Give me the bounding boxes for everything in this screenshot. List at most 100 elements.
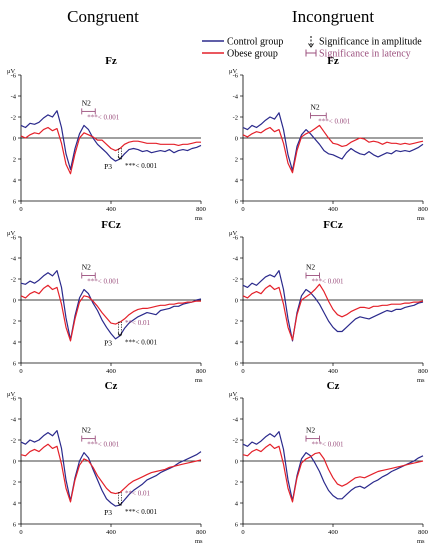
p3-label: P3 <box>328 0 336 2</box>
y-tick-label: 2 <box>13 479 16 486</box>
x-tick-label: 400 <box>106 368 116 375</box>
series-line-control <box>20 110 202 171</box>
x-tick-label: 0 <box>19 206 22 213</box>
latency-significance: ***< 0.001 <box>318 118 350 126</box>
legend-control-label: Control group <box>227 37 283 48</box>
electrode-label: FCz <box>323 219 343 231</box>
y-unit-label: μV <box>229 68 237 75</box>
legend-amplitude-label: Significance in amplitude <box>319 37 422 48</box>
electrode-label: Fz <box>327 55 339 67</box>
y-tick-label: 4 <box>13 339 17 346</box>
n2-label: N2 <box>306 263 315 272</box>
n2-label: N2 <box>311 103 320 112</box>
latency-marker <box>81 435 96 442</box>
x-unit-label: ms <box>417 215 425 222</box>
latency-marker <box>81 272 96 279</box>
x-tick-label: 800 <box>196 206 206 213</box>
amplitude-arrow-icon <box>117 332 123 337</box>
latency-significance: ***< 0.001 <box>87 441 119 449</box>
y-tick-label: 2 <box>235 479 238 486</box>
y-tick-label: -6 <box>233 72 239 79</box>
x-unit-label: ms <box>417 538 425 545</box>
y-tick-label: -2 <box>233 276 238 283</box>
y-tick-label: -6 <box>11 72 17 79</box>
y-tick-label: -6 <box>233 234 239 241</box>
x-tick-label: 800 <box>418 368 428 375</box>
y-tick-label: -6 <box>233 395 239 402</box>
x-unit-label: ms <box>417 377 425 384</box>
amplitude-significance: ***< 0.001 <box>349 0 381 2</box>
electrode-label: Fz <box>105 55 117 67</box>
y-tick-label: 0 <box>235 458 238 465</box>
x-tick-label: 800 <box>418 206 428 213</box>
amplitude-arrow-icon <box>117 501 123 506</box>
amplitude-significance: ***< 0.001 <box>349 0 381 2</box>
x-tick-label: 800 <box>196 368 206 375</box>
x-tick-label: 800 <box>196 529 206 536</box>
series-line-obese <box>242 124 424 174</box>
x-unit-label: ms <box>195 215 203 222</box>
y-tick-label: 2 <box>235 156 238 163</box>
p3-label: P3 <box>328 0 336 2</box>
amplitude-significance: ***< 0.001 <box>125 508 157 516</box>
y-tick-label: 0 <box>13 297 16 304</box>
y-tick-label: -2 <box>11 276 16 283</box>
n2-label: N2 <box>306 426 315 435</box>
column-heading-congruent: Congruent <box>67 7 139 26</box>
y-tick-label: -4 <box>233 255 239 262</box>
latency-marker <box>305 272 320 279</box>
y-tick-label: 4 <box>13 177 17 184</box>
series-line-control <box>242 431 424 502</box>
x-tick-label: 400 <box>328 529 338 536</box>
legend-latency-label: Significance in latency <box>319 49 411 60</box>
amplitude-significance: **< 0.01 <box>125 490 150 498</box>
y-tick-label: -6 <box>11 395 17 402</box>
column-heading-incongruent: Incongruent <box>292 7 374 26</box>
y-unit-label: μV <box>7 230 15 237</box>
y-tick-label: -2 <box>11 437 16 444</box>
electrode-label: FCz <box>101 219 121 231</box>
latency-significance: ***< 0.001 <box>87 113 119 121</box>
electrode-label: Cz <box>105 380 118 392</box>
y-tick-label: -4 <box>11 416 17 423</box>
y-unit-label: μV <box>229 230 237 237</box>
amplitude-arrow-icon <box>308 43 314 48</box>
series-line-control <box>20 430 202 507</box>
series-line-obese <box>20 284 201 342</box>
y-tick-label: 4 <box>13 500 17 507</box>
x-tick-label: 400 <box>106 206 116 213</box>
electrode-label: Cz <box>327 380 340 392</box>
y-tick-label: 4 <box>235 339 239 346</box>
amplitude-significance: ***< 0.001 <box>125 339 157 347</box>
y-tick-label: 2 <box>235 318 238 325</box>
x-tick-label: 400 <box>106 529 116 536</box>
x-tick-label: 0 <box>241 529 244 536</box>
y-tick-label: 6 <box>235 521 239 528</box>
series-line-control <box>242 112 424 172</box>
amplitude-marker <box>117 148 123 160</box>
y-tick-label: -4 <box>233 416 239 423</box>
y-tick-label: 4 <box>235 500 239 507</box>
series-line-obese <box>20 126 201 175</box>
y-tick-label: 0 <box>235 297 238 304</box>
x-unit-label: ms <box>195 377 203 384</box>
y-tick-label: 4 <box>235 177 239 184</box>
y-tick-label: -4 <box>11 93 17 100</box>
y-tick-label: 6 <box>235 198 239 205</box>
x-tick-label: 400 <box>328 368 338 375</box>
y-tick-label: 6 <box>13 198 17 205</box>
y-tick-label: 6 <box>13 521 17 528</box>
y-tick-label: 0 <box>235 135 238 142</box>
series-line-obese <box>20 443 202 503</box>
y-tick-label: 6 <box>13 360 17 367</box>
latency-significance: ***< 0.001 <box>312 441 344 449</box>
x-unit-label: ms <box>195 538 203 545</box>
y-tick-label: -4 <box>11 255 17 262</box>
amplitude-significance: ***< 0.001 <box>349 0 381 2</box>
